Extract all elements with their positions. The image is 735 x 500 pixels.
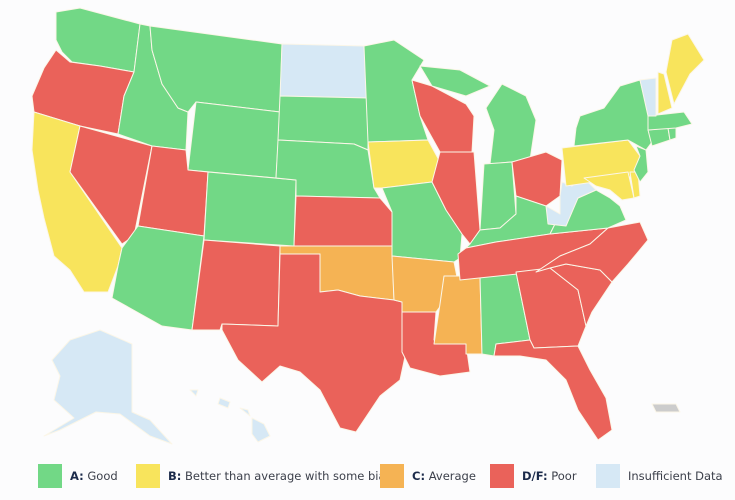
state-ny[interactable] bbox=[573, 79, 653, 151]
state-hi[interactable] bbox=[189, 389, 271, 443]
territory-pr bbox=[651, 403, 681, 413]
legend-grade-df: D/F: bbox=[522, 469, 548, 483]
state-nm[interactable] bbox=[191, 239, 281, 331]
legend: A: Good B: Better than average with some… bbox=[0, 458, 735, 494]
state-wi[interactable] bbox=[411, 79, 475, 153]
swatch-good bbox=[38, 464, 62, 488]
legend-grade-c: C: bbox=[412, 469, 426, 483]
legend-item-c: C: Average bbox=[380, 464, 476, 488]
state-fl[interactable] bbox=[493, 339, 613, 441]
us-choropleth-map bbox=[31, 7, 705, 445]
state-md[interactable] bbox=[583, 171, 635, 201]
state-vt[interactable] bbox=[639, 77, 657, 117]
state-nd[interactable] bbox=[279, 43, 369, 99]
state-mi[interactable] bbox=[419, 65, 537, 165]
state-ks[interactable] bbox=[293, 195, 393, 247]
legend-text-a: Good bbox=[87, 469, 118, 483]
state-ri[interactable] bbox=[667, 127, 677, 141]
state-co[interactable] bbox=[203, 171, 297, 247]
legend-item-insufficient: Insufficient Data bbox=[596, 464, 723, 488]
state-ak[interactable] bbox=[43, 329, 173, 445]
state-ct[interactable] bbox=[647, 127, 671, 147]
legend-text-insufficient: Insufficient Data bbox=[628, 469, 723, 483]
legend-grade-b: B: bbox=[168, 469, 182, 483]
swatch-insufficient-data bbox=[596, 464, 620, 488]
swatch-poor bbox=[490, 464, 514, 488]
legend-text-b: Better than average with some bias bbox=[185, 469, 392, 483]
legend-grade-a: A: bbox=[70, 469, 84, 483]
legend-item-df: D/F: Poor bbox=[490, 464, 577, 488]
legend-text-df: Poor bbox=[551, 469, 577, 483]
legend-item-a: A: Good bbox=[38, 464, 118, 488]
state-me[interactable] bbox=[665, 33, 705, 105]
legend-text-c: Average bbox=[428, 469, 476, 483]
swatch-better-than-average bbox=[136, 464, 160, 488]
state-ma[interactable] bbox=[647, 111, 693, 131]
state-ia[interactable] bbox=[367, 139, 441, 189]
state-nc[interactable] bbox=[535, 221, 649, 283]
swatch-average bbox=[380, 464, 404, 488]
state-il[interactable] bbox=[431, 151, 481, 245]
state-nh[interactable] bbox=[657, 71, 673, 115]
state-wy[interactable] bbox=[187, 101, 281, 179]
state-tx[interactable] bbox=[221, 253, 407, 433]
legend-item-b: B: Better than average with some bias bbox=[136, 464, 392, 488]
